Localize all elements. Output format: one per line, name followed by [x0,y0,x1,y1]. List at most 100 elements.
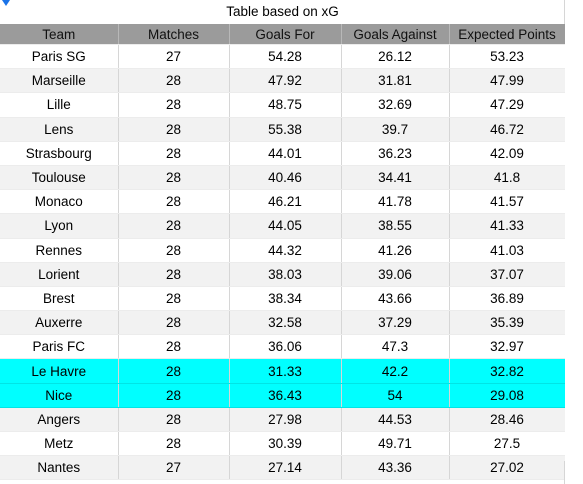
cell-goals-against[interactable]: 34.41 [341,165,450,191]
cell-goals-against[interactable]: 43.66 [341,286,450,312]
cell-goals-against[interactable]: 32.69 [341,92,450,118]
header-matches[interactable]: Matches [118,24,230,45]
cell-goals-for[interactable]: 32.58 [229,310,342,336]
cell-matches[interactable]: 28 [118,141,230,166]
cell-goals-against[interactable]: 44.53 [341,407,450,433]
cell-team[interactable]: Nice [0,383,119,408]
cell-goals-against[interactable]: 41.78 [341,189,450,215]
cell-goals-for[interactable]: 27.98 [229,407,342,433]
cell-team[interactable]: Lorient [0,262,119,287]
cell-goals-for[interactable]: 38.03 [229,262,342,287]
cell-expected-points[interactable]: 53.23 [449,44,566,70]
cell-goals-against[interactable]: 37.29 [341,310,450,336]
cell-goals-for[interactable]: 27.14 [229,455,342,481]
cell-goals-against[interactable]: 43.36 [341,455,450,481]
cell-goals-for[interactable]: 44.32 [229,238,342,263]
cell-expected-points[interactable]: 42.09 [449,141,566,166]
cell-expected-points[interactable]: 36.89 [449,286,566,312]
header-goals-for[interactable]: Goals For [229,24,342,45]
cell-expected-points[interactable]: 41.33 [449,213,566,239]
cell-team[interactable]: Lens [0,117,119,142]
cell-expected-points[interactable]: 35.39 [449,310,566,336]
cell-team[interactable]: Toulouse [0,165,119,191]
cell-expected-points[interactable]: 28.46 [449,407,566,433]
cell-matches[interactable]: 28 [118,262,230,287]
table-row: Monaco 28 46.21 41.78 41.57 [0,189,566,215]
cell-goals-against[interactable]: 39.7 [341,117,450,142]
cell-matches[interactable]: 28 [118,189,230,215]
cell-goals-against[interactable]: 36.23 [341,141,450,166]
cell-matches[interactable]: 28 [118,117,230,142]
cell-expected-points[interactable]: 41.57 [449,189,566,215]
cell-team[interactable]: Strasbourg [0,141,119,166]
cell-expected-points[interactable]: 41.03 [449,238,566,263]
cell-team[interactable]: Metz [0,431,119,457]
cell-team[interactable]: Le Havre [0,358,119,384]
cell-matches[interactable]: 28 [118,68,230,94]
cell-matches[interactable]: 27 [118,455,230,481]
cell-matches[interactable]: 28 [118,238,230,263]
cell-team[interactable]: Monaco [0,189,119,215]
cell-team[interactable]: Angers [0,407,119,433]
cell-goals-for[interactable]: 36.43 [229,383,342,408]
cell-expected-points[interactable]: 32.97 [449,334,566,360]
cell-goals-against[interactable]: 49.71 [341,431,450,457]
cell-goals-for[interactable]: 30.39 [229,431,342,457]
cell-expected-points[interactable]: 27.02 [449,455,566,481]
cell-expected-points[interactable]: 27.5 [449,431,566,457]
cell-matches[interactable]: 28 [118,92,230,118]
cell-goals-against[interactable]: 41.26 [341,238,450,263]
cell-goals-for[interactable]: 31.33 [229,358,342,384]
cell-team[interactable]: Lille [0,92,119,118]
title-row[interactable]: Table based on xG [0,0,565,24]
cell-matches[interactable]: 28 [118,165,230,191]
cell-matches[interactable]: 28 [118,286,230,312]
cell-goals-for[interactable]: 38.34 [229,286,342,312]
header-expected-points[interactable]: Expected Points [449,24,566,45]
cell-expected-points[interactable]: 32.82 [449,358,566,384]
cell-goals-against[interactable]: 38.55 [341,213,450,239]
cell-goals-against[interactable]: 39.06 [341,262,450,287]
cell-goals-for[interactable]: 55.38 [229,117,342,142]
cell-matches[interactable]: 28 [118,310,230,336]
cell-goals-for[interactable]: 44.05 [229,213,342,239]
cell-expected-points[interactable]: 47.29 [449,92,566,118]
empty-row[interactable] [0,461,565,484]
cell-goals-against[interactable]: 47.3 [341,334,450,360]
cell-goals-for[interactable]: 48.75 [229,92,342,118]
cell-matches[interactable]: 28 [118,407,230,433]
cell-expected-points[interactable]: 37.07 [449,262,566,287]
cell-team[interactable]: Paris FC [0,334,119,360]
cell-goals-against[interactable]: 31.81 [341,68,450,94]
cell-team[interactable]: Rennes [0,238,119,263]
cell-team[interactable]: Paris SG [0,44,119,70]
cell-expected-points[interactable]: 29.08 [449,383,566,408]
cell-matches[interactable]: 28 [118,358,230,384]
cell-matches[interactable]: 27 [118,44,230,70]
cell-goals-against[interactable]: 26.12 [341,44,450,70]
cell-team[interactable]: Lyon [0,213,119,239]
header-goals-against[interactable]: Goals Against [341,24,450,45]
cell-goals-for[interactable]: 36.06 [229,334,342,360]
header-team[interactable]: Team [0,24,119,45]
cell-goals-for[interactable]: 54.28 [229,44,342,70]
cell-goals-for[interactable]: 47.92 [229,68,342,94]
cell-matches[interactable]: 28 [118,334,230,360]
cell-expected-points[interactable]: 41.8 [449,165,566,191]
cell-team[interactable]: Auxerre [0,310,119,336]
cell-goals-against[interactable]: 42.2 [341,358,450,384]
cell-team[interactable]: Brest [0,286,119,312]
cell-goals-for[interactable]: 44.01 [229,141,342,166]
cell-matches[interactable]: 28 [118,431,230,457]
cell-goals-for[interactable]: 46.21 [229,189,342,215]
cell-team[interactable]: Marseille [0,68,119,94]
cell-matches[interactable]: 28 [118,383,230,408]
cell-goals-for[interactable]: 40.46 [229,165,342,191]
cell-expected-points[interactable]: 47.99 [449,68,566,94]
table-row: Lille 28 48.75 32.69 47.29 [0,92,566,118]
cell-matches[interactable]: 28 [118,213,230,239]
cell-goals-against[interactable]: 54 [341,383,450,408]
cell-expected-points[interactable]: 46.72 [449,117,566,142]
table-row: Strasbourg 28 44.01 36.23 42.09 [0,141,566,166]
cell-team[interactable]: Nantes [0,455,119,481]
